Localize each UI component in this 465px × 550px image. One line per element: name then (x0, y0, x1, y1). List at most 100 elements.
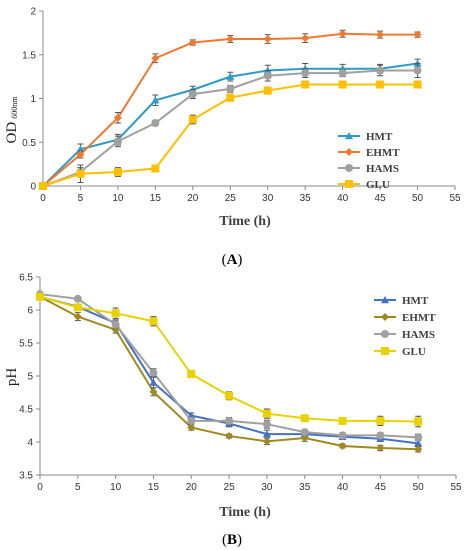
y-tick-label: 6.5 (19, 273, 33, 284)
data-point-glu (36, 292, 44, 301)
x-axis-title-b: Time (h) (219, 505, 271, 520)
y-tick-label: 5 (27, 372, 33, 383)
y-tick-label: 0.5 (22, 138, 36, 149)
legend-swatch-marker (345, 148, 353, 156)
y-tick-label: 0 (30, 182, 36, 193)
x-tick-label: 55 (449, 193, 461, 204)
x-axis-b: 0 5 10 15 20 25 30 35 40 45 50 55 (37, 474, 462, 493)
data-point-hams (149, 368, 158, 377)
y-tick-label: 1.5 (22, 50, 36, 61)
legend-item-ehmt: EHMT (374, 312, 436, 324)
x-tick-label: 10 (112, 193, 124, 204)
legend-item-hmt: HMT (374, 295, 429, 307)
x-axis-a: 0 5 10 15 20 25 30 35 40 45 50 55 (40, 185, 461, 204)
legend-label: HMT (402, 295, 429, 307)
y-tick-label: 1 (30, 94, 36, 105)
data-point-glu (262, 409, 271, 418)
data-point-glu (151, 164, 160, 173)
data-point-ehmt (226, 35, 235, 43)
series-line-ehmt (42, 32, 418, 187)
y-tick-label: 4.5 (19, 405, 33, 416)
legend-swatch-marker (381, 296, 389, 304)
x-tick-label: 25 (224, 482, 236, 493)
x-tick-label: 10 (110, 482, 122, 493)
x-tick-label: 20 (186, 482, 198, 493)
data-point-glu (413, 80, 422, 89)
data-point-glu (188, 115, 197, 124)
y-tick-label: 4 (27, 438, 33, 449)
series-ehmt (36, 292, 423, 454)
data-point-glu (39, 182, 47, 190)
x-tick-label: 45 (375, 193, 387, 204)
legend-swatch-marker (345, 180, 353, 188)
data-point-glu (225, 391, 234, 400)
data-point-glu (338, 416, 347, 425)
legend-label: EHMT (366, 147, 400, 159)
legend-swatch-marker (381, 347, 389, 355)
data-point-ehmt (376, 443, 385, 452)
data-point-glu (301, 80, 310, 89)
legend-label: HMT (366, 131, 393, 143)
data-point-ehmt (413, 30, 422, 39)
caption-a: (A) (222, 252, 243, 268)
x-tick-label: 40 (337, 193, 349, 204)
caption-a-letter: A (227, 252, 238, 268)
data-point-hams (414, 433, 423, 442)
data-point-ehmt (263, 35, 272, 43)
legend-label: HAMS (366, 163, 399, 175)
series-line-hmt (42, 62, 418, 187)
data-point-hmt (262, 430, 271, 438)
series-hmt (39, 58, 422, 190)
data-point-ehmt (151, 54, 160, 63)
legend-label: GLU (402, 346, 426, 358)
data-point-ehmt (414, 445, 423, 454)
data-point-glu (338, 80, 347, 89)
chart-panel-b: 3.5 4 4.5 5 5.5 6 6.5 0 5 10 15 20 25 30 35 40 45 50 55 H… (4, 273, 462, 549)
x-axis-title-a: Time (h) (219, 214, 271, 229)
series-ehmt (39, 29, 422, 190)
data-point-ehmt (149, 387, 158, 396)
data-point-glu (187, 370, 196, 379)
data-point-hams (300, 428, 309, 437)
y-tick-label: 3.5 (19, 471, 33, 482)
legend-item-ehmt: EHMT (338, 147, 400, 159)
series-hams (36, 290, 423, 442)
plot-area-a (39, 29, 422, 190)
series-hams (39, 63, 422, 190)
x-tick-label: 50 (413, 482, 425, 493)
data-point-hmt (151, 96, 160, 104)
data-point-glu (376, 416, 385, 425)
x-tick-label: 0 (37, 482, 43, 493)
data-point-glu (111, 309, 120, 318)
data-point-hams (376, 431, 385, 440)
x-tick-label: 5 (78, 193, 84, 204)
data-point-ehmt (300, 434, 309, 443)
data-point-ehmt (225, 432, 234, 441)
x-tick-label: 15 (148, 482, 160, 493)
data-point-glu (376, 80, 385, 89)
y-axis-title-a-sub: 600nm (10, 96, 19, 119)
data-point-glu (300, 414, 309, 423)
x-tick-label: 45 (375, 482, 387, 493)
data-point-glu (76, 169, 85, 178)
data-point-ehmt (187, 423, 196, 432)
data-point-ehmt (262, 437, 271, 446)
legend-swatch-marker (381, 313, 389, 321)
legend-item-hams: HAMS (374, 329, 435, 341)
x-tick-label: 15 (150, 193, 162, 204)
legend-label: GLU (366, 179, 390, 191)
data-point-hams (338, 431, 347, 440)
data-point-ehmt (73, 312, 82, 321)
data-point-glu (263, 86, 272, 95)
data-point-hams (413, 66, 422, 75)
x-tick-label: 0 (40, 193, 46, 204)
data-point-glu (73, 303, 82, 312)
data-point-glu (414, 417, 423, 426)
data-point-ehmt (188, 38, 197, 47)
data-point-hams (225, 416, 234, 425)
data-point-hams (338, 69, 347, 78)
data-point-hams (113, 137, 122, 146)
legend-label: EHMT (402, 312, 436, 324)
legend-swatch-marker (381, 330, 389, 338)
